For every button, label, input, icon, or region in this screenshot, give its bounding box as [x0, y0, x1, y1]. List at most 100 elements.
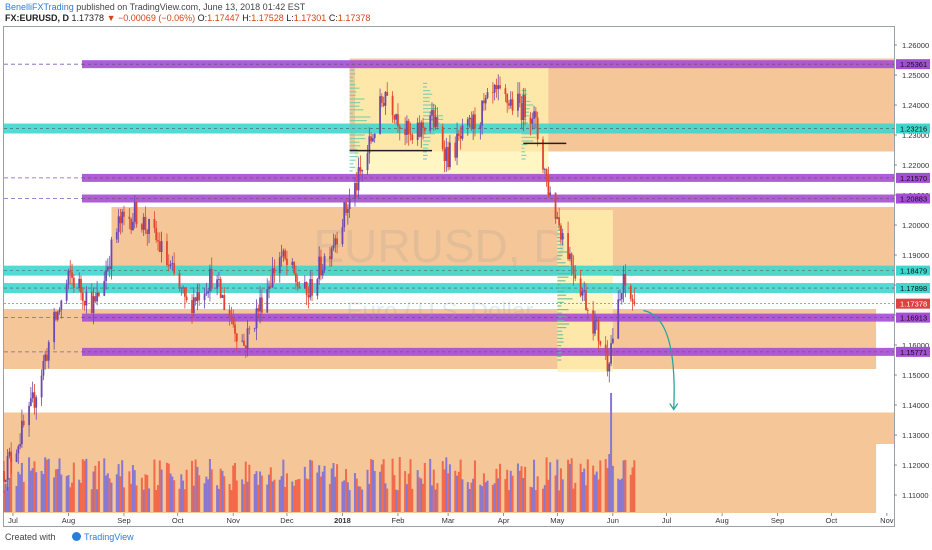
candle-body	[260, 297, 263, 313]
profile-bar	[557, 309, 569, 311]
candle-body	[447, 146, 450, 168]
profile-bar	[349, 102, 361, 104]
profile-bar	[557, 291, 565, 293]
author-link[interactable]: BenelliFXTrading	[5, 2, 74, 12]
y-tick-label: 1.25000	[902, 71, 929, 80]
profile-bar	[423, 147, 428, 149]
volume-bar	[53, 477, 56, 512]
volume-bar	[47, 458, 50, 512]
volume-bar	[246, 481, 249, 512]
volume-bar	[330, 468, 333, 512]
candle-body	[423, 127, 426, 131]
candle-body	[522, 94, 525, 121]
candle-body	[368, 136, 371, 154]
volume-bar	[19, 474, 22, 512]
candle-body	[354, 183, 356, 199]
profile-bar	[423, 86, 427, 88]
candle-body	[56, 311, 59, 320]
profile-bar	[423, 122, 440, 124]
level-band-6	[82, 313, 894, 322]
volume-bar	[422, 483, 425, 512]
y-tick-label: 1.13000	[902, 431, 929, 440]
candle-body	[549, 192, 552, 195]
price-chart[interactable]: EURUSD, D Euro / U.S. Dollar 1.26000 1.25…	[0, 0, 932, 530]
candle-body	[343, 202, 346, 228]
profile-bar	[423, 111, 435, 113]
ohlc-c: 1.17378	[337, 13, 371, 23]
candle-body	[298, 286, 301, 288]
time-axis: Jul Aug Sep Oct Nov Dec 2018 Feb Mar Apr May Jun Jul…	[8, 513, 894, 525]
volume-bar	[507, 490, 510, 512]
volume-bar	[85, 458, 88, 512]
candle-body	[268, 286, 270, 290]
volume-bar	[597, 479, 600, 512]
profile-bar	[557, 305, 562, 307]
volume-bar	[382, 459, 385, 512]
candle-body	[81, 292, 84, 301]
candle-body	[72, 277, 75, 289]
candle-body	[29, 398, 32, 406]
volume-bar	[305, 478, 308, 512]
profile-bar	[349, 116, 371, 118]
volume-bar	[547, 479, 550, 512]
volume-bar	[631, 467, 634, 512]
y-tick-label: 1.11000	[902, 491, 929, 500]
x-tick-label: Aug	[62, 516, 75, 525]
candle-body	[495, 84, 498, 90]
candle-body	[266, 289, 269, 313]
profile-bar	[557, 298, 573, 300]
candle-body	[379, 96, 381, 134]
x-tick-label: Sep	[117, 516, 130, 525]
volume-bar	[228, 483, 231, 512]
volume-bar	[219, 468, 222, 512]
candle-body	[395, 114, 398, 120]
zone-orange-2	[111, 207, 894, 276]
volume-bar	[319, 476, 322, 512]
y-tick-label: 1.24000	[902, 101, 929, 110]
volume-bar	[524, 466, 527, 512]
candle-body	[481, 100, 484, 126]
profile-bar	[557, 323, 570, 325]
ohlc-o-label: O:	[197, 13, 208, 23]
ohlc-h: 1.17528	[251, 13, 284, 23]
y-tick-label: 1.15000	[902, 371, 929, 380]
profile-bar	[349, 120, 367, 122]
candle-body	[459, 135, 462, 139]
volume-bar	[380, 464, 383, 512]
volume-bar	[153, 459, 156, 512]
profile-bar	[521, 154, 527, 156]
profile-bar	[557, 240, 561, 242]
volume-bar	[22, 481, 25, 512]
volume-bar	[570, 458, 573, 512]
candle-body	[103, 280, 106, 296]
tradingview-link[interactable]: TradingView	[84, 532, 134, 542]
level-price-tag	[896, 346, 930, 357]
chart-frame[interactable]	[3, 26, 895, 527]
candle-body	[19, 444, 22, 447]
ohlc-h-label: H:	[242, 13, 252, 23]
volume-bar	[479, 484, 482, 512]
volume-bar	[346, 482, 349, 512]
level-price-tag	[896, 265, 930, 276]
volume-bar	[484, 482, 487, 512]
volume-bar	[285, 473, 288, 512]
volume-bar	[441, 461, 444, 512]
candle-body	[278, 257, 281, 274]
volume-bar	[561, 479, 564, 512]
candle-body	[142, 216, 145, 230]
candle-body	[457, 133, 460, 136]
volume-bar	[619, 479, 622, 512]
volume-bar	[80, 482, 83, 512]
volume-bar	[432, 469, 435, 512]
profile-bar	[349, 152, 359, 154]
symbol-label[interactable]: FX:EURUSD, D	[5, 13, 70, 23]
volume-bar	[606, 467, 609, 512]
level-price-tag	[896, 193, 930, 204]
candle-body	[511, 99, 514, 111]
volume-bar	[633, 460, 636, 512]
candle-body	[583, 290, 586, 292]
zone-yellow-6	[354, 61, 549, 179]
profile-bar	[557, 345, 562, 347]
x-tick-label: Jul	[662, 516, 672, 525]
candle-body	[466, 119, 469, 126]
